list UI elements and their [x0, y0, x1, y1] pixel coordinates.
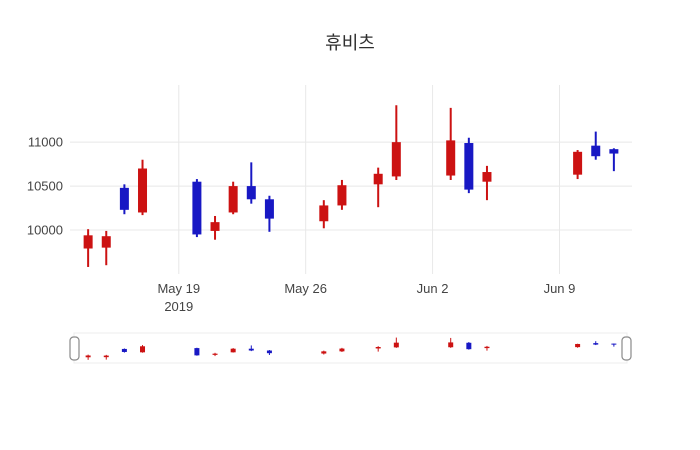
mini-candle-body	[103, 355, 109, 358]
x-tick-label: Jun 9	[544, 281, 576, 296]
rangeslider-candle-2019-05-15	[103, 354, 109, 360]
candle-2019-05-22[interactable]	[228, 181, 238, 215]
rangeslider-candle-2019-05-31	[393, 337, 399, 348]
candle-body	[264, 199, 274, 219]
mini-candle-body	[339, 348, 345, 352]
x-tick-sublabel: 2019	[164, 299, 193, 314]
y-tick-label: 11000	[28, 135, 63, 150]
candle-body	[337, 185, 347, 206]
mini-candle-body	[466, 342, 472, 350]
rangeslider-candle-2019-05-20	[194, 347, 200, 356]
mini-candle-body	[194, 348, 200, 356]
candle-2019-05-30[interactable]	[373, 167, 383, 208]
rangeslider-candle-2019-06-03	[448, 337, 454, 348]
candle-2019-05-27[interactable]	[319, 200, 329, 229]
rangeslider-candle-2019-05-23	[248, 345, 254, 352]
candle-body	[609, 149, 619, 154]
candle-body	[138, 168, 148, 213]
candle-body	[83, 235, 93, 249]
mini-candle-body	[375, 347, 381, 349]
mini-candle-body	[484, 346, 490, 349]
mini-candle-body	[248, 348, 254, 351]
x-tick-label: May 26	[284, 281, 327, 296]
mini-candle-body	[448, 342, 454, 348]
candle-2019-05-23[interactable]	[246, 162, 256, 204]
chart-title: 휴비츠	[325, 33, 375, 53]
candle-body	[446, 140, 456, 176]
candle-2019-06-10[interactable]	[573, 150, 583, 180]
rangeslider-candle-2019-05-24	[266, 350, 272, 355]
candle-body	[591, 145, 601, 157]
mini-candle-body	[212, 353, 218, 355]
candle-body	[319, 205, 329, 222]
candle-body	[373, 173, 383, 185]
rangeslider-candle-2019-06-10	[575, 343, 581, 348]
candle-body	[464, 143, 474, 190]
mini-candle-body	[230, 348, 236, 353]
rangeslider-candle-2019-05-14	[85, 354, 91, 360]
candle-2019-05-28[interactable]	[337, 179, 347, 210]
rangeslider-candle-2019-05-21	[212, 352, 218, 357]
candle-body	[210, 222, 220, 231]
candle-body	[101, 236, 111, 248]
rangeslider-candle-2019-05-28	[339, 347, 345, 352]
rangeslider-candle-2019-06-12	[611, 343, 617, 347]
rangeslider-candle-2019-06-04	[466, 342, 472, 350]
candle-2019-05-15[interactable]	[101, 230, 111, 266]
mini-candle-body	[266, 350, 272, 354]
candle-2019-06-11[interactable]	[591, 131, 601, 160]
mini-candle-body	[140, 346, 146, 353]
candle-body	[119, 187, 129, 210]
candle-2019-06-04[interactable]	[464, 137, 474, 194]
rangeslider-candle-2019-05-16	[121, 348, 127, 353]
candle-body	[192, 181, 202, 235]
rangeslider-track[interactable]	[73, 332, 628, 364]
candle-2019-05-31[interactable]	[391, 105, 401, 180]
mini-candle-body	[393, 342, 399, 348]
mini-candle-body	[85, 355, 91, 358]
candle-2019-05-16[interactable]	[119, 184, 129, 215]
candle-2019-06-12[interactable]	[609, 148, 619, 172]
candle-2019-05-20[interactable]	[192, 179, 202, 238]
rangeslider-handle-right[interactable]	[621, 336, 632, 361]
candle-2019-06-05[interactable]	[482, 165, 492, 201]
candle-2019-05-24[interactable]	[264, 195, 274, 232]
y-tick-label: 10000	[27, 223, 63, 238]
mini-candle-body	[321, 351, 327, 354]
mini-candle-body	[593, 343, 599, 345]
candle-body	[246, 186, 256, 200]
candle-body	[228, 186, 238, 213]
rangeslider-candle-2019-05-30	[375, 346, 381, 352]
candle-body	[482, 172, 492, 182]
candle-body	[573, 151, 583, 175]
rangeslider-candle-2019-05-22	[230, 348, 236, 353]
mini-candle-body	[611, 343, 617, 345]
rangeslider-handle-left[interactable]	[69, 336, 80, 361]
mini-candle-body	[575, 343, 581, 348]
x-tick-label: May 19	[157, 281, 200, 296]
candle-2019-06-03[interactable]	[446, 107, 456, 180]
rangeslider-candle-2019-06-11	[593, 341, 599, 346]
rangeslider-candle-2019-06-05	[484, 345, 490, 351]
rangeslider-candle-2019-05-27	[321, 350, 327, 355]
candle-2019-05-17[interactable]	[138, 159, 148, 216]
candle-body	[391, 142, 401, 177]
x-tick-label: Jun 2	[417, 281, 449, 296]
y-tick-label: 10500	[27, 179, 63, 194]
mini-candle-body	[121, 348, 127, 352]
candle-2019-05-21[interactable]	[210, 215, 220, 240]
rangeslider-candle-2019-05-17	[140, 345, 146, 353]
candle-2019-05-14[interactable]	[83, 229, 93, 267]
